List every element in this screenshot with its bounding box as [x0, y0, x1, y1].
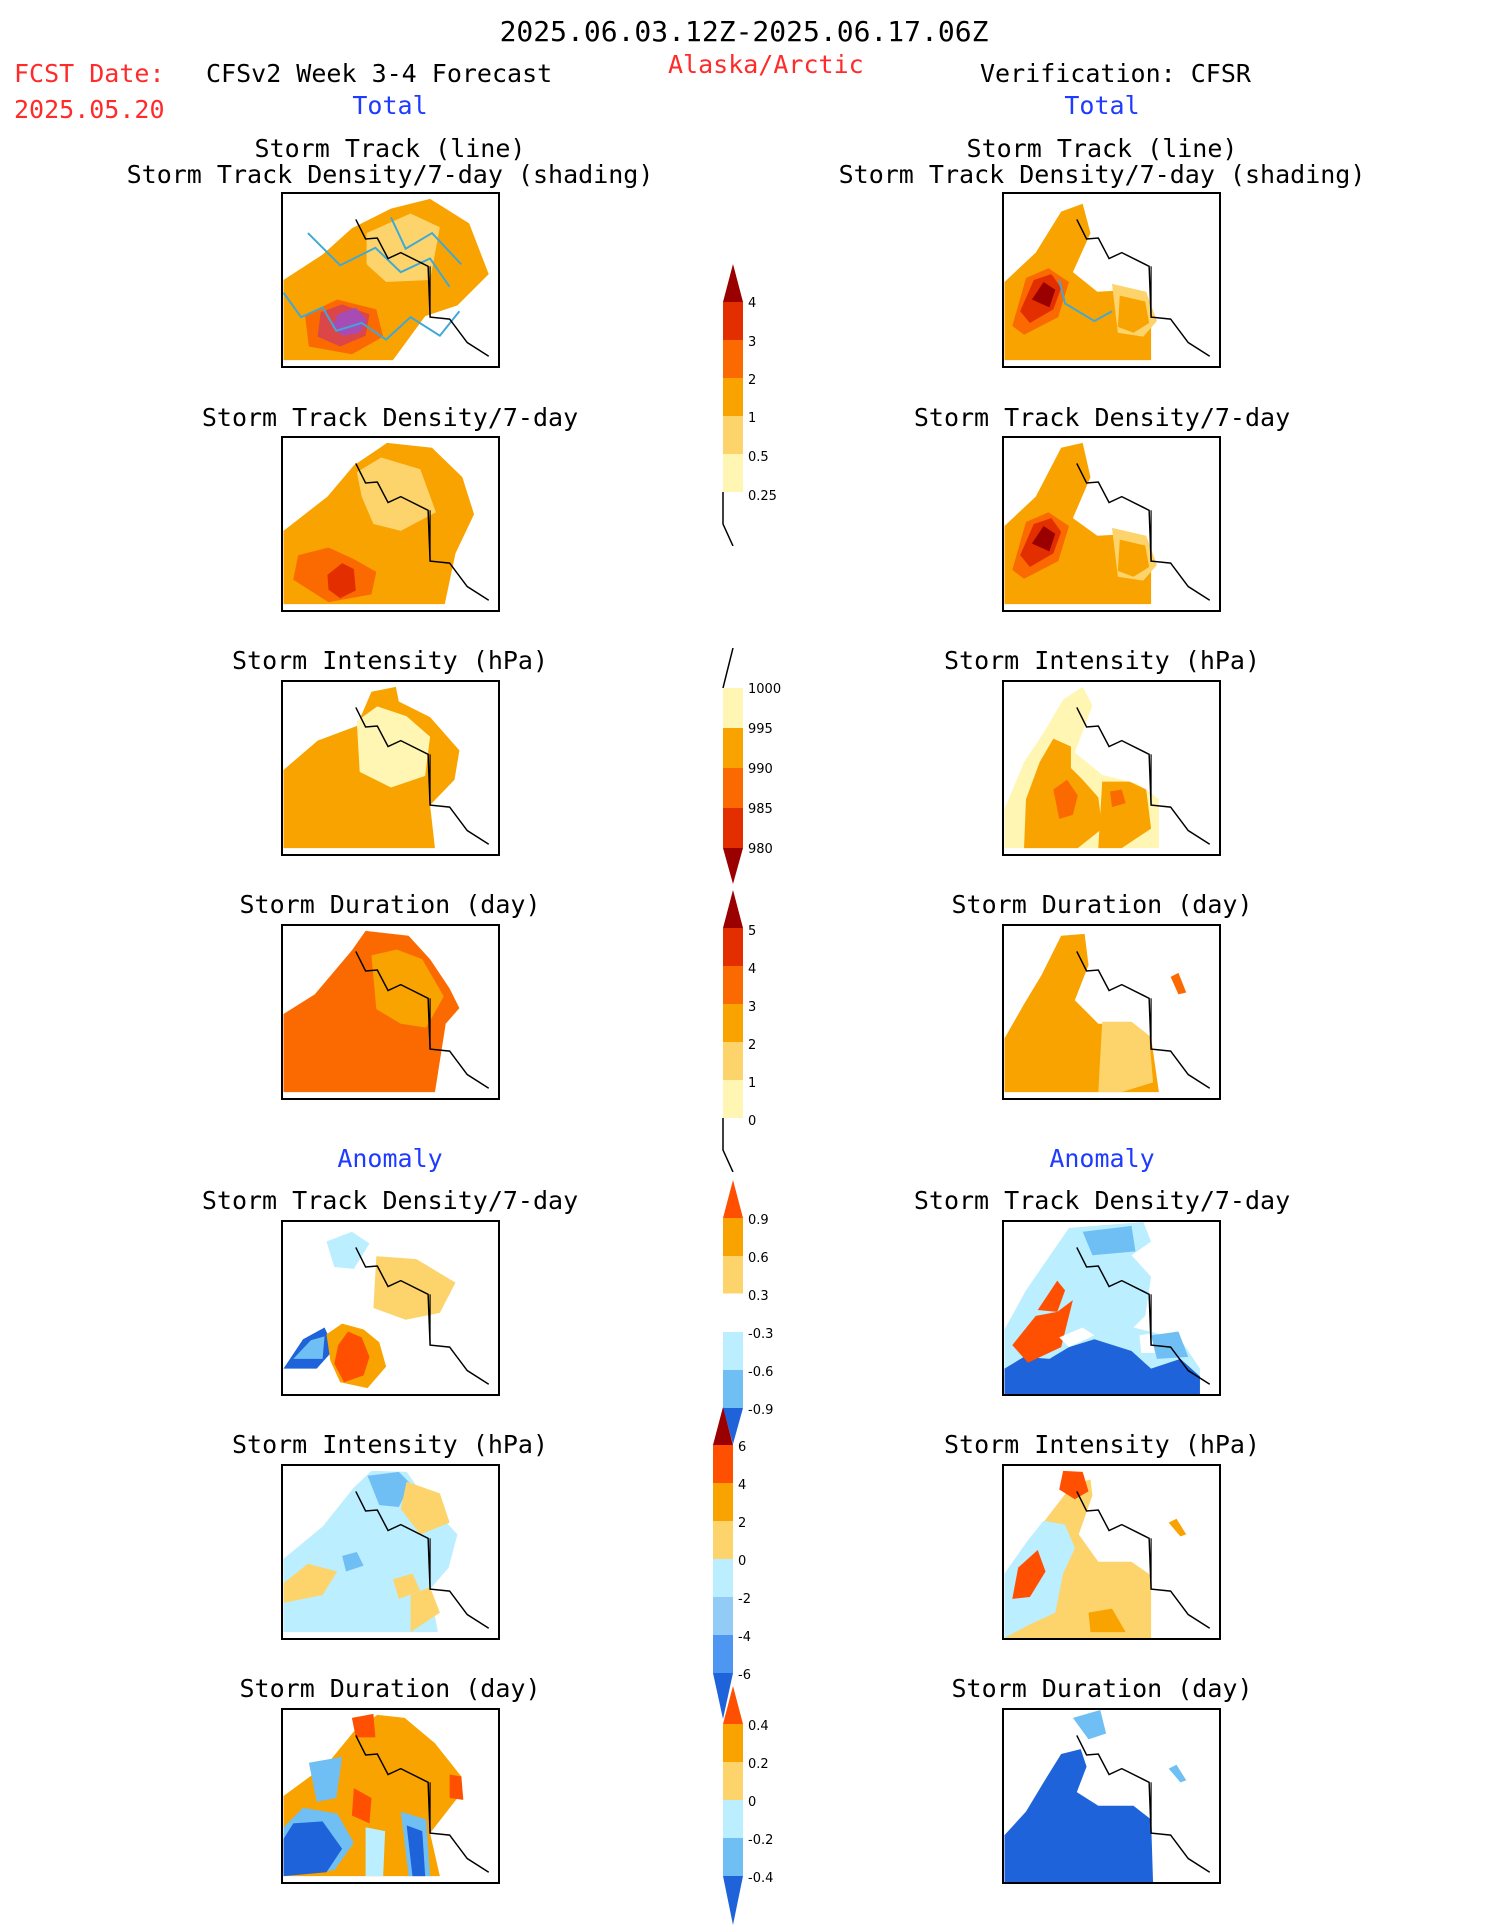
map-left-anomaly-duration	[281, 1708, 500, 1884]
left-panel6-title: Storm Intensity (hPa)	[231, 1430, 549, 1459]
cb-intensity-label-990: 990	[748, 762, 773, 777]
cb-total-density-label-2: 2	[748, 373, 757, 388]
cb-intensity-label-1000: 1000	[748, 682, 782, 697]
map-right-total-density	[1002, 436, 1221, 612]
left-title: CFSv2 Week 3-4 Forecast	[206, 59, 553, 88]
left-anomaly-label: Anomaly	[337, 1144, 443, 1173]
cb-duration-label-0: 0	[748, 1114, 757, 1129]
left-panel1-title1: Storm Track (line)	[254, 134, 526, 163]
colorbar-anom-duration: 0.4 0.2 0 -0.2 -0.4	[705, 1686, 785, 1925]
cb-anom-intensity-label-2: 2	[738, 1516, 747, 1531]
left-panel7-title: Storm Duration (day)	[239, 1674, 541, 1703]
cb-intensity-label-985: 985	[748, 802, 773, 817]
cb-duration-label-4: 4	[748, 962, 757, 977]
map-right-total-track	[1002, 192, 1221, 368]
cb-anom-intensity-label-neg6: -6	[738, 1668, 751, 1683]
cb-anom-density-label-09: 0.9	[748, 1213, 769, 1228]
right-panel5-title: Storm Track Density/7-day	[913, 1186, 1291, 1215]
map-right-anomaly-duration	[1002, 1708, 1221, 1884]
colorbar-total-density: 4 3 2 1 0.5 0.25	[705, 264, 785, 546]
cb-total-density-label-025: 0.25	[748, 489, 777, 504]
cb-anom-duration-label-neg02: -0.2	[748, 1833, 774, 1848]
cb-intensity-label-980: 980	[748, 842, 773, 857]
colorbar-anom-intensity: 6 4 2 0 -2 -4 -6	[695, 1407, 775, 1719]
right-anomaly-label: Anomaly	[1049, 1144, 1155, 1173]
map-left-anomaly-density	[281, 1220, 500, 1396]
left-panel1-title2: Storm Track Density/7-day (shading)	[126, 160, 654, 189]
right-panel6-title: Storm Intensity (hPa)	[943, 1430, 1261, 1459]
right-panel1-title1: Storm Track (line)	[966, 134, 1238, 163]
colorbar-intensity: 1000 995 990 985 980	[705, 648, 785, 884]
colorbar-anom-density: 0.9 0.6 0.3 -0.3 -0.6 -0.9	[705, 1180, 785, 1462]
map-left-total-track	[281, 192, 500, 368]
left-panel3-title: Storm Intensity (hPa)	[231, 646, 549, 675]
cb-anom-duration-label-02: 0.2	[748, 1757, 769, 1772]
region-title: Alaska/Arctic	[668, 50, 864, 79]
left-panel2-title: Storm Track Density/7-day	[201, 403, 579, 432]
map-left-total-duration	[281, 924, 500, 1100]
map-left-total-density	[281, 436, 500, 612]
cb-anom-duration-label-neg04: -0.4	[748, 1871, 774, 1886]
right-panel3-title: Storm Intensity (hPa)	[943, 646, 1261, 675]
map-right-anomaly-density	[1002, 1220, 1221, 1396]
cb-total-density-label-05: 0.5	[748, 450, 769, 465]
fcst-date-label: FCST Date:	[14, 59, 165, 88]
cb-anom-density-label-03: 0.3	[748, 1289, 769, 1304]
right-panel1-title2: Storm Track Density/7-day (shading)	[838, 160, 1366, 189]
map-right-total-duration	[1002, 924, 1221, 1100]
map-right-anomaly-intensity	[1002, 1464, 1221, 1640]
right-panel7-title: Storm Duration (day)	[951, 1674, 1253, 1703]
colorbar-duration: 5 4 3 2 1 0	[705, 890, 785, 1172]
cb-total-density-label-3: 3	[748, 335, 757, 350]
cb-total-density-label-4: 4	[748, 296, 757, 311]
left-panel4-title: Storm Duration (day)	[239, 890, 541, 919]
cb-anom-intensity-label-0: 0	[738, 1554, 747, 1569]
cb-anom-density-label-neg09: -0.9	[748, 1403, 774, 1418]
cb-anom-density-label-neg06: -0.6	[748, 1365, 774, 1380]
cb-anom-duration-label-04: 0.4	[748, 1719, 769, 1734]
cb-anom-intensity-label-neg4: -4	[738, 1630, 751, 1645]
map-left-total-intensity	[281, 680, 500, 856]
cb-intensity-label-995: 995	[748, 722, 773, 737]
left-total-label: Total	[352, 91, 428, 120]
right-panel2-title: Storm Track Density/7-day	[913, 403, 1291, 432]
date-range: 2025.06.03.12Z-2025.06.17.06Z	[499, 15, 989, 48]
cb-duration-label-2: 2	[748, 1038, 757, 1053]
cb-duration-label-3: 3	[748, 1000, 757, 1015]
right-panel4-title: Storm Duration (day)	[951, 890, 1253, 919]
map-left-anomaly-intensity	[281, 1464, 500, 1640]
right-title: Verification: CFSR	[980, 59, 1251, 88]
right-total-label: Total	[1064, 91, 1140, 120]
cb-anom-intensity-label-4: 4	[738, 1478, 747, 1493]
fcst-date-value: 2025.05.20	[14, 95, 165, 124]
cb-anom-intensity-label-neg2: -2	[738, 1592, 751, 1607]
left-panel5-title: Storm Track Density/7-day	[201, 1186, 579, 1215]
cb-total-density-label-1: 1	[748, 411, 757, 426]
cb-duration-label-5: 5	[748, 924, 757, 939]
cb-anom-density-label-06: 0.6	[748, 1251, 769, 1266]
cb-anom-density-label-neg03: -0.3	[748, 1327, 774, 1342]
cb-anom-intensity-label-6: 6	[738, 1440, 747, 1455]
cb-anom-duration-label-0: 0	[748, 1795, 757, 1810]
map-right-total-intensity	[1002, 680, 1221, 856]
cb-duration-label-1: 1	[748, 1076, 757, 1091]
